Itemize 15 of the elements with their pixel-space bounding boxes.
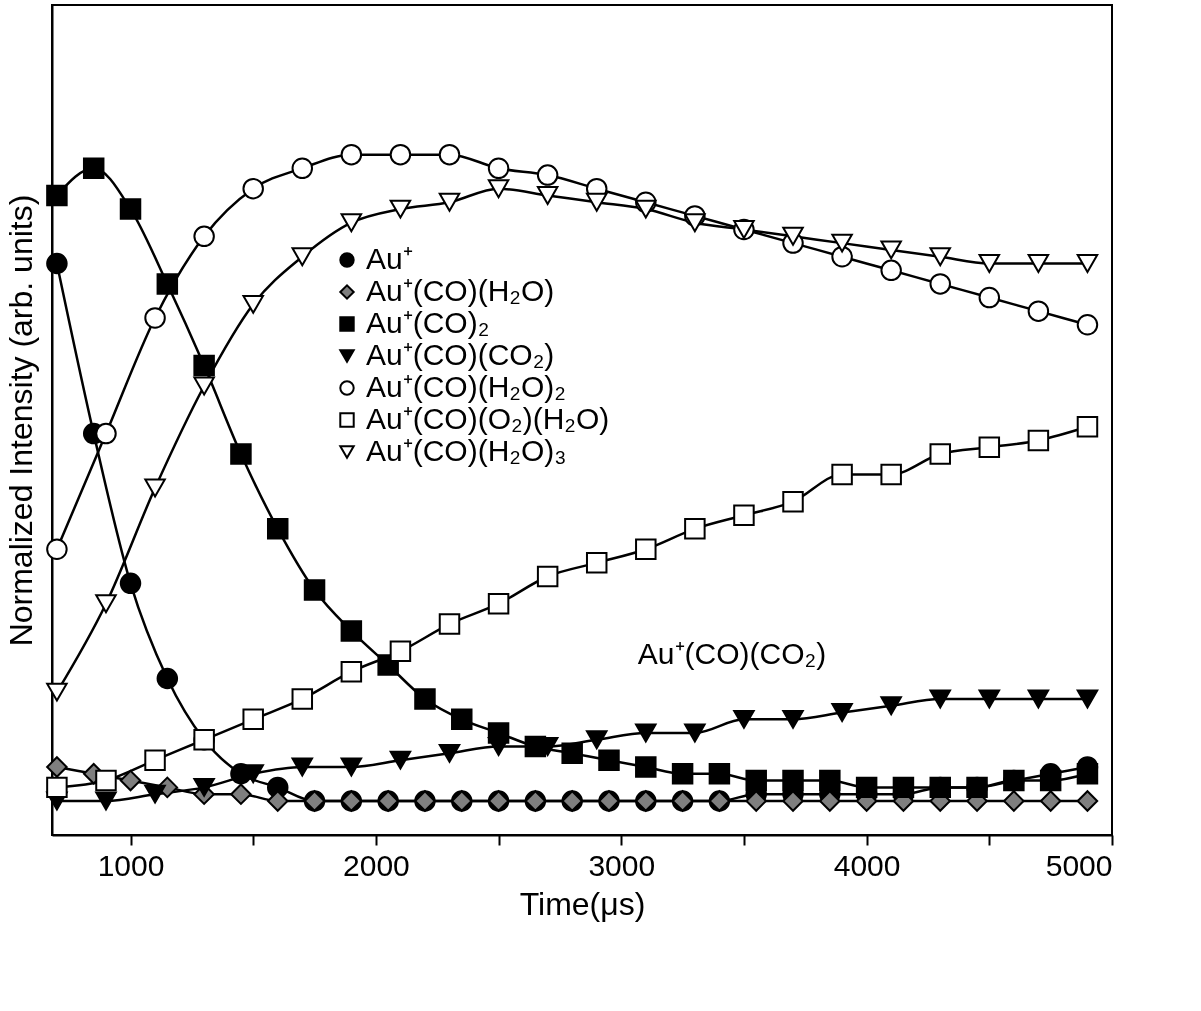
x-tick-label: 1000 [97, 848, 165, 882]
x-axis-title: Time(μs) [519, 885, 646, 922]
x-tick-label: 5000 [1045, 848, 1113, 882]
legend-label: Au⁺ [366, 242, 413, 275]
legend-label: Au⁺(CO)(H₂O) [366, 274, 555, 307]
legend-label: Au⁺(CO)₂ [366, 306, 490, 339]
legend-label: Au⁺(CO)(CO₂) [366, 338, 555, 371]
legend-label: Au⁺(CO)(O₂)(H₂O) [366, 402, 610, 435]
x-tick-label: 3000 [588, 848, 656, 882]
annotation: Au⁺(CO)(CO₂) [637, 637, 827, 670]
legend-label: Au⁺(CO)(H₂O)₃ [366, 434, 567, 467]
legend-label: Au⁺(CO)(H₂O)₂ [366, 370, 566, 403]
x-tick-label: 4000 [833, 848, 901, 882]
y-axis-title: Normalized Intensity (arb. units) [2, 194, 39, 647]
x-tick-label: 2000 [343, 848, 410, 882]
